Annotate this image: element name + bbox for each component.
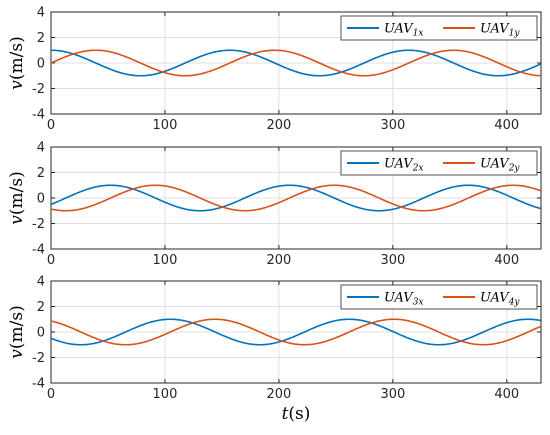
x-axis-label: t(s) [282, 404, 311, 424]
legend-entry-4y: UAV4y [480, 291, 520, 308]
legend-entry-sub: 4y [508, 298, 521, 308]
y-axis-label-unit: (m/s) [7, 305, 27, 349]
y-axis-label-var: v [7, 349, 27, 359]
legend-entry-sub: 1x [413, 29, 424, 39]
legend-entry-sub: 3x [413, 298, 424, 308]
y-axis-label-var: v [7, 215, 27, 225]
legend-entry-2x: UAV2x [384, 157, 424, 174]
y-axis-label-unit: (m/s) [7, 171, 27, 215]
x-tick-label: 0 [47, 118, 55, 133]
y-tick-label: -4 [32, 243, 45, 258]
legend-entry-1x: UAV1x [384, 22, 424, 39]
y-tick-label: -4 [32, 108, 45, 123]
x-tick-label: 100 [153, 118, 178, 133]
y-axis-label-unit: (m/s) [7, 36, 27, 80]
y-tick-label: 2 [37, 31, 45, 46]
legend-entry-base: UAV [480, 157, 510, 172]
y-tick-label: 4 [37, 141, 45, 156]
y-axis-label: v(m/s) [7, 305, 27, 358]
x-axis-label-unit: (s) [288, 404, 310, 424]
legend: UAV3x UAV4y [340, 284, 538, 310]
x-axis-label-var: t [282, 404, 289, 424]
y-axis-label: v(m/s) [7, 36, 27, 89]
y-axis-label-var: v [7, 80, 27, 90]
legend-entry-sub: 1y [509, 29, 521, 39]
y-tick-label: -2 [32, 351, 45, 366]
y-tick-label: 2 [37, 300, 45, 315]
legend-entry-3x: UAV3x [384, 291, 424, 308]
legend-entry-base: UAV [384, 22, 414, 37]
series-line-3x [51, 318, 541, 346]
legend-entry-base: UAV [480, 291, 510, 306]
x-tick-label: 200 [266, 253, 291, 268]
series-line-4y [51, 318, 541, 346]
y-tick-label: -4 [32, 377, 45, 392]
y-tick-label: -2 [32, 82, 45, 97]
x-tick-label: 200 [266, 118, 291, 133]
y-tick-label: 0 [37, 326, 45, 341]
x-tick-label: 0 [47, 387, 55, 402]
y-tick-label: 2 [37, 166, 45, 181]
x-tick-label: 300 [380, 253, 405, 268]
legend-entry-1y: UAV1y [480, 22, 520, 39]
legend-entry-base: UAV [480, 22, 510, 37]
y-tick-label: 4 [37, 6, 45, 21]
legend-entry-2y: UAV2y [480, 157, 520, 174]
y-tick-label: -2 [32, 217, 45, 232]
x-tick-label: 300 [380, 118, 405, 133]
series-line-1x [51, 49, 541, 77]
x-tick-label: 100 [153, 387, 178, 402]
x-tick-label: 100 [153, 253, 178, 268]
x-tick-label: 400 [494, 118, 519, 133]
legend-entry-sub: 2y [508, 164, 521, 174]
x-tick-label: 300 [380, 387, 405, 402]
x-tick-label: 400 [494, 253, 519, 268]
y-axis-label: v(m/s) [7, 171, 27, 224]
legend: UAV2x UAV2y [340, 150, 538, 176]
y-tick-label: 0 [37, 57, 45, 72]
series-line-2y [51, 184, 541, 212]
x-tick-label: 200 [266, 387, 291, 402]
series-line-1y [51, 49, 541, 77]
legend-entry-base: UAV [384, 157, 414, 172]
y-tick-label: 0 [37, 192, 45, 207]
legend-entry-base: UAV [384, 291, 414, 306]
x-tick-label: 0 [47, 253, 55, 268]
x-tick-label: 400 [494, 387, 519, 402]
legend-entry-sub: 2x [412, 164, 424, 174]
y-tick-label: 4 [37, 275, 45, 290]
legend: UAV1x UAV1y [340, 15, 538, 41]
